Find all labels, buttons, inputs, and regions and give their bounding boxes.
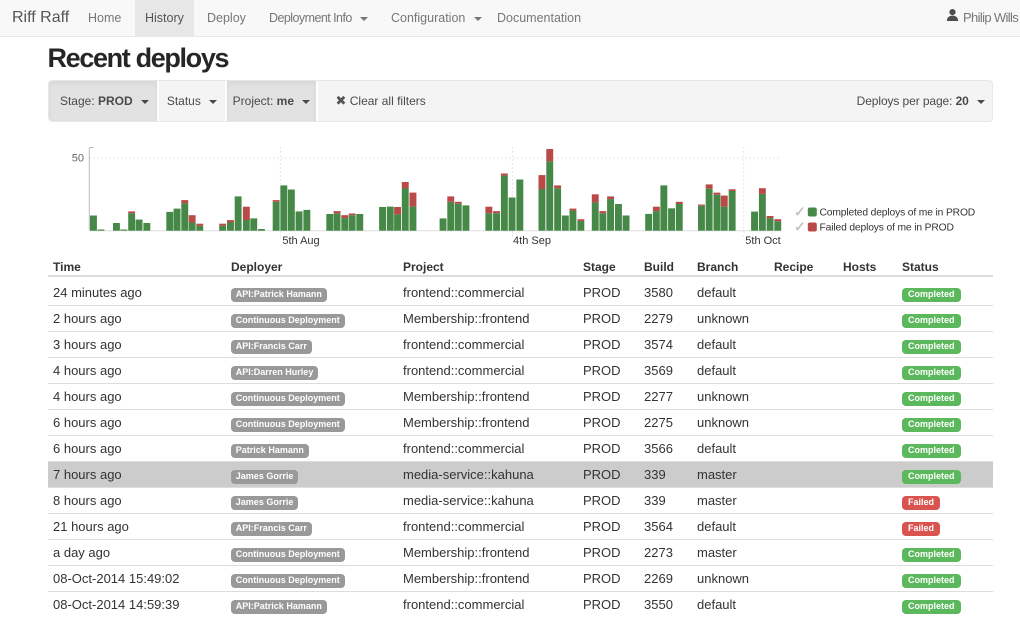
svg-text:50: 50 bbox=[72, 153, 84, 165]
svg-text:✓: ✓ bbox=[794, 219, 806, 235]
svg-text:✓: ✓ bbox=[794, 204, 806, 220]
svg-text:Failed deploys of me in PROD: Failed deploys of me in PROD bbox=[820, 223, 954, 234]
svg-text:4th Sep: 4th Sep bbox=[513, 235, 551, 247]
svg-text:5th Oct: 5th Oct bbox=[745, 235, 780, 247]
svg-text:5th Aug: 5th Aug bbox=[282, 235, 319, 247]
svg-text:Completed deploys of me in PRO: Completed deploys of me in PROD bbox=[820, 208, 976, 219]
